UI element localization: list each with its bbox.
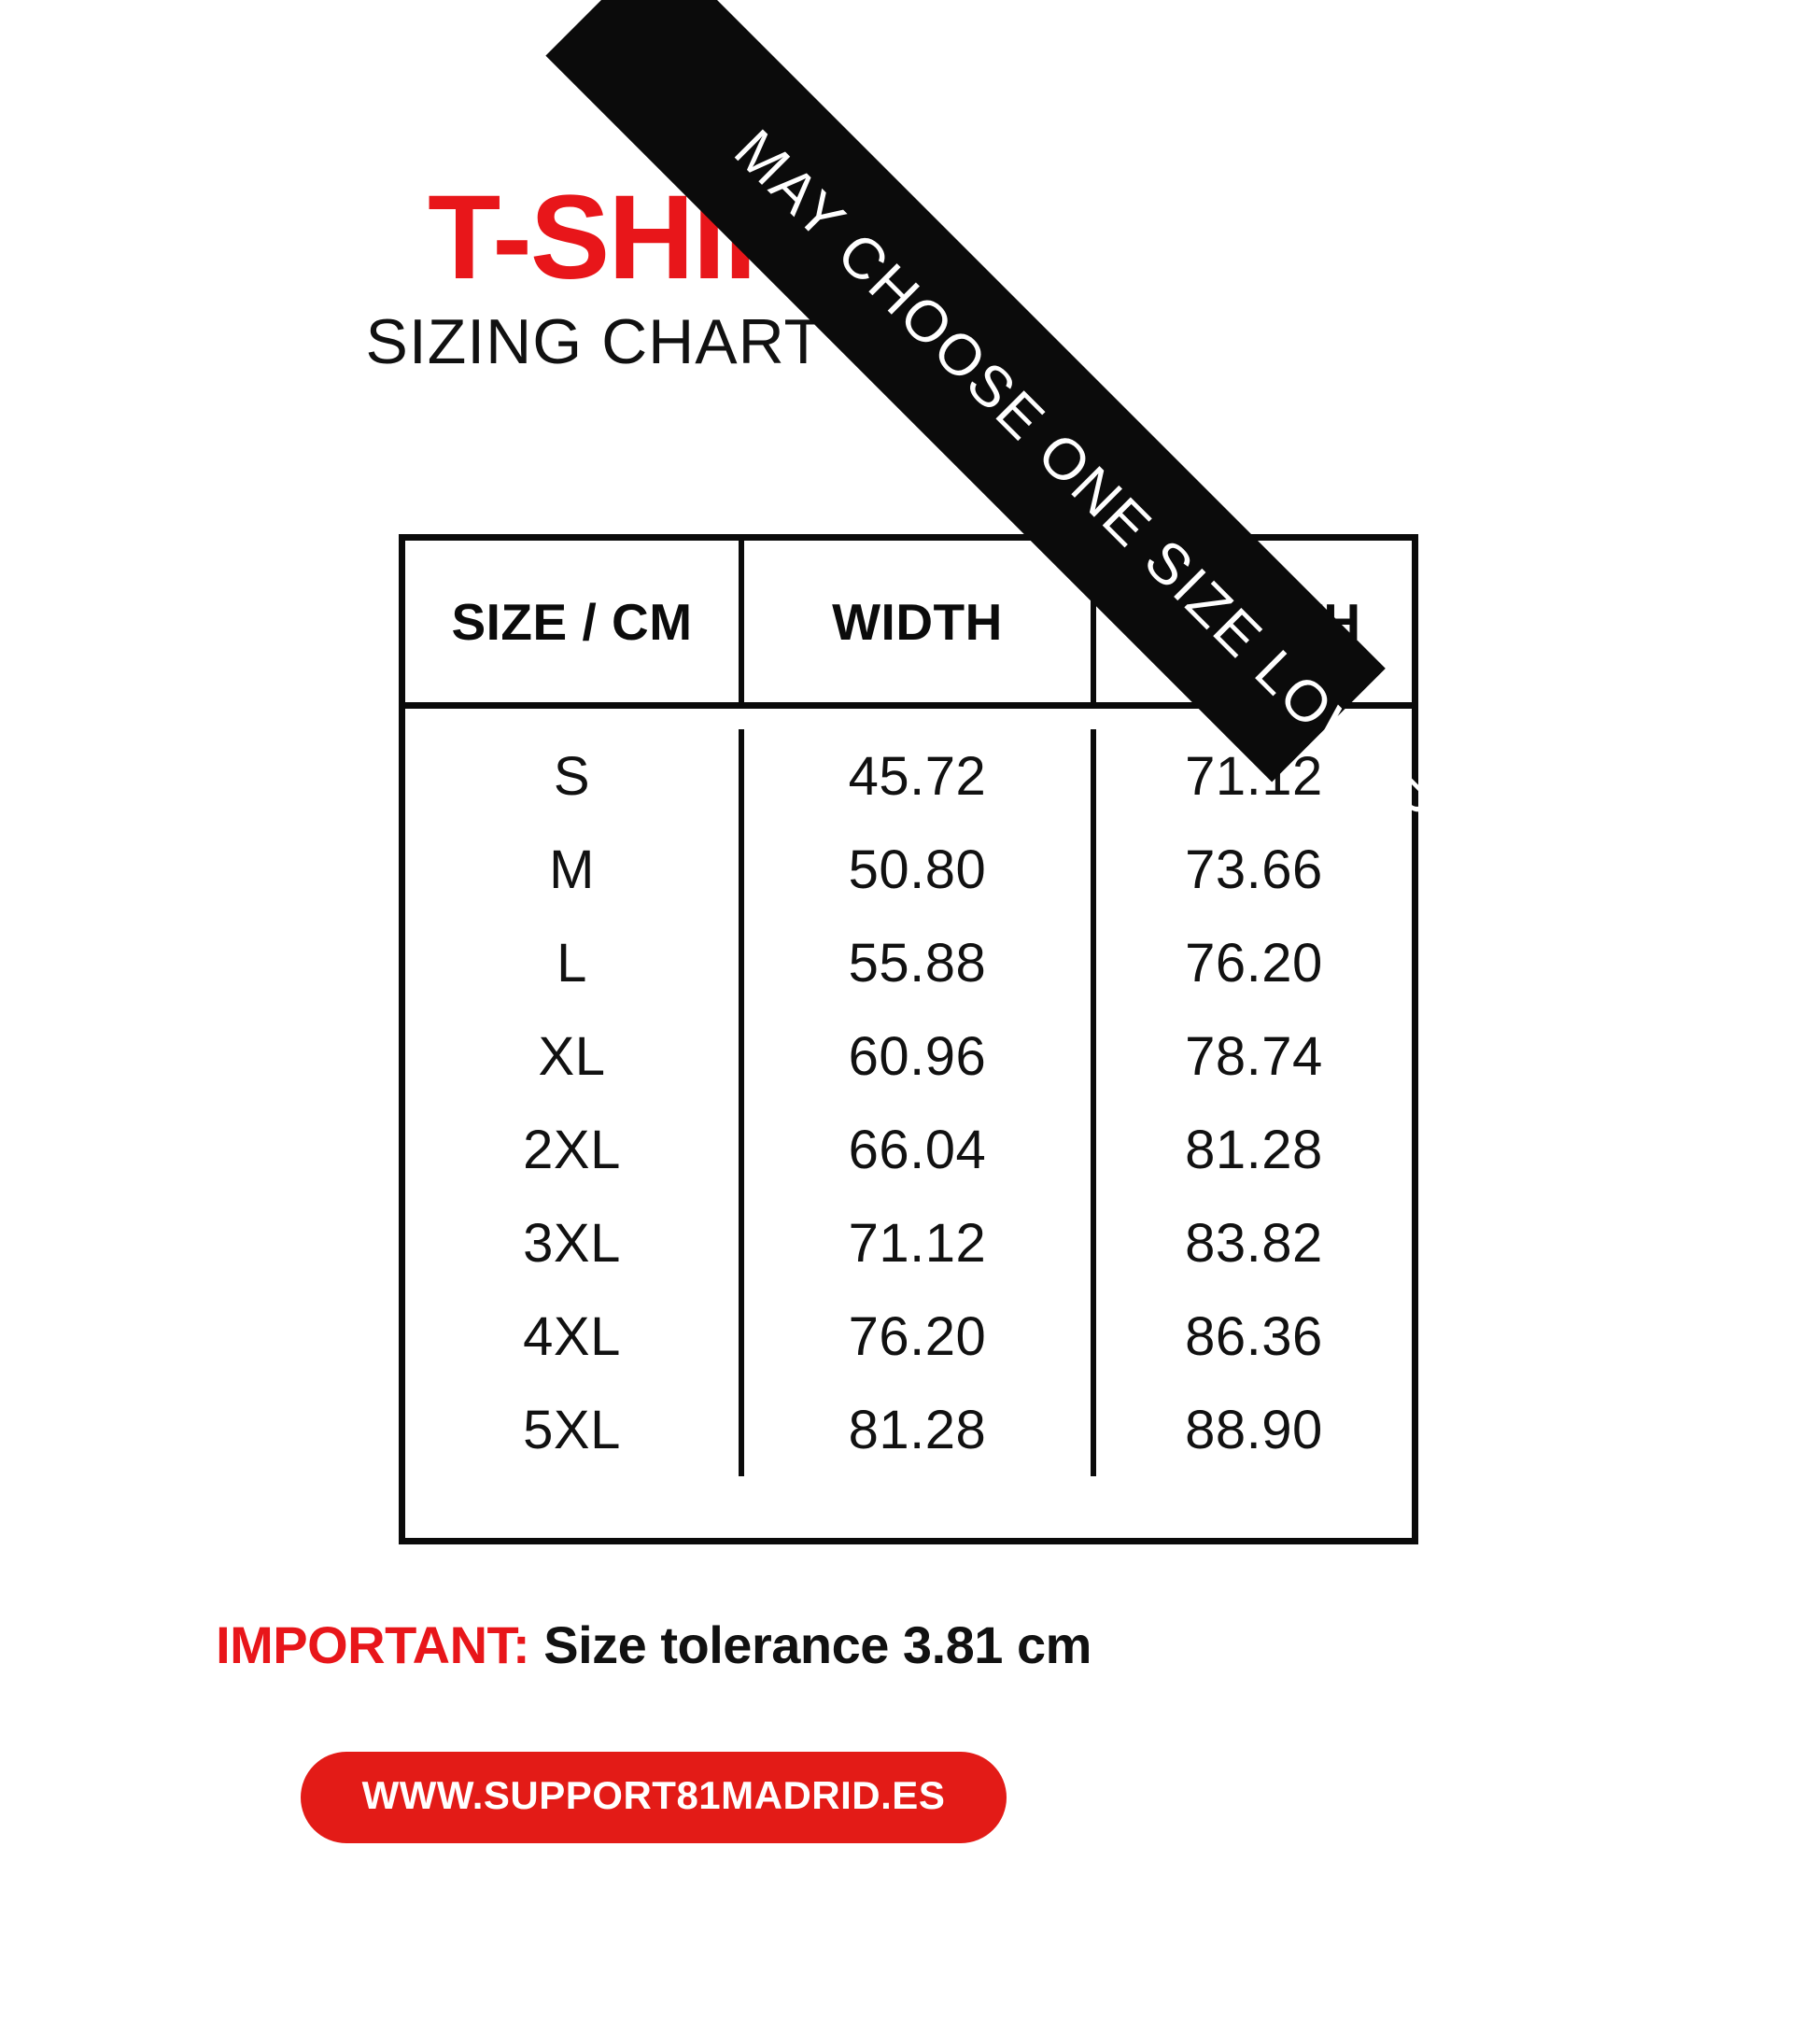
footer-url-wrap: WWW.SUPPORT81MADRID.ES bbox=[0, 1752, 1307, 1843]
cell-width: 50.80 bbox=[739, 823, 1091, 916]
important-note: IMPORTANT: Size tolerance 3.81 cm bbox=[0, 1614, 1307, 1675]
cell-length: 88.90 bbox=[1091, 1383, 1412, 1476]
cell-size: S bbox=[553, 745, 591, 807]
cell-size: 4XL bbox=[523, 1305, 621, 1367]
cell-width: 81.28 bbox=[739, 1383, 1091, 1476]
table-row: 4XL 76.20 86.36 bbox=[405, 1290, 1412, 1383]
cell-size: XL bbox=[538, 1025, 606, 1087]
cell-length: 81.28 bbox=[1091, 1103, 1412, 1196]
cell-width: 60.96 bbox=[739, 1009, 1091, 1103]
column-header-width: WIDTH bbox=[739, 541, 1091, 702]
table-row: M 50.80 73.66 bbox=[405, 823, 1412, 916]
cell-length: 83.82 bbox=[1091, 1196, 1412, 1290]
page-title: T-SHIRT bbox=[428, 171, 881, 304]
table-row: S 45.72 71.12 bbox=[405, 729, 1412, 823]
important-text: Size tolerance 3.81 cm bbox=[543, 1615, 1092, 1674]
cell-length: 73.66 bbox=[1091, 823, 1412, 916]
cell-length: 76.20 bbox=[1091, 916, 1412, 1009]
cell-width: 45.72 bbox=[739, 729, 1091, 823]
cell-size: 3XL bbox=[523, 1212, 621, 1274]
cell-size: L bbox=[556, 932, 587, 994]
column-header-size: SIZE / CM bbox=[451, 592, 693, 651]
important-label: IMPORTANT: bbox=[216, 1615, 530, 1674]
page-subtitle: SIZING CHART CM bbox=[365, 306, 942, 378]
cell-size: 2XL bbox=[523, 1119, 621, 1180]
cell-width: 55.88 bbox=[739, 916, 1091, 1009]
table-row: XL 60.96 78.74 bbox=[405, 1009, 1412, 1103]
cell-width: 76.20 bbox=[739, 1290, 1091, 1383]
table-row: 3XL 71.12 83.82 bbox=[405, 1196, 1412, 1290]
website-url-button[interactable]: WWW.SUPPORT81MADRID.ES bbox=[300, 1752, 1007, 1843]
table-body: S 45.72 71.12 M 50.80 73.66 L 55.88 76.2… bbox=[405, 709, 1412, 1538]
table-row: 5XL 81.28 88.90 bbox=[405, 1383, 1412, 1476]
title-block: T-SHIRT SIZING CHART CM bbox=[0, 176, 1307, 376]
cell-length: 86.36 bbox=[1091, 1290, 1412, 1383]
cell-length: 78.74 bbox=[1091, 1009, 1412, 1103]
cell-size: M bbox=[549, 839, 595, 900]
cell-size: 5XL bbox=[523, 1399, 621, 1460]
table-row: L 55.88 76.20 bbox=[405, 916, 1412, 1009]
cell-length: 71.12 bbox=[1091, 729, 1412, 823]
cell-width: 66.04 bbox=[739, 1103, 1091, 1196]
cell-width: 71.12 bbox=[739, 1196, 1091, 1290]
table-row: 2XL 66.04 81.28 bbox=[405, 1103, 1412, 1196]
